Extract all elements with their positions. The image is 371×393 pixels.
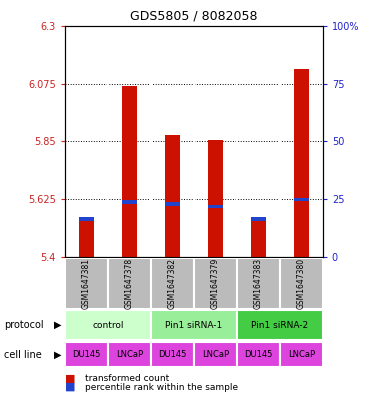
Text: LNCaP: LNCaP (116, 350, 143, 359)
Bar (151, 310, 237, 340)
Bar (194, 342, 237, 367)
Text: percentile rank within the sample: percentile rank within the sample (85, 383, 239, 391)
Text: DU145: DU145 (158, 350, 187, 359)
Bar (165, 202, 180, 206)
Text: DU145: DU145 (72, 350, 101, 359)
Text: ■: ■ (65, 373, 75, 384)
Bar (108, 342, 151, 367)
Bar (280, 342, 323, 367)
Bar (151, 258, 194, 309)
Text: Pin1 siRNA-1: Pin1 siRNA-1 (165, 321, 223, 330)
Bar (65, 258, 108, 309)
Title: GDS5805 / 8082058: GDS5805 / 8082058 (130, 10, 257, 23)
Text: GSM1647379: GSM1647379 (211, 258, 220, 309)
Bar (237, 258, 280, 309)
Text: ■: ■ (65, 382, 75, 392)
Bar (251, 220, 266, 257)
Text: protocol: protocol (4, 320, 43, 330)
Text: GSM1647378: GSM1647378 (125, 258, 134, 309)
Text: DU145: DU145 (244, 350, 272, 359)
Text: LNCaP: LNCaP (202, 350, 229, 359)
Bar (79, 220, 94, 257)
Bar (122, 86, 137, 257)
Text: GSM1647381: GSM1647381 (82, 258, 91, 309)
Bar (122, 200, 137, 204)
Text: transformed count: transformed count (85, 374, 170, 383)
Text: cell line: cell line (4, 350, 42, 360)
Bar (65, 310, 151, 340)
Bar (294, 69, 309, 257)
Bar (280, 258, 323, 309)
Bar (237, 342, 280, 367)
Text: GSM1647380: GSM1647380 (297, 258, 306, 309)
Bar (108, 258, 151, 309)
Bar (208, 205, 223, 208)
Bar (65, 342, 108, 367)
Text: ▶: ▶ (54, 350, 61, 360)
Bar (294, 198, 309, 201)
Text: LNCaP: LNCaP (288, 350, 315, 359)
Text: GSM1647383: GSM1647383 (254, 258, 263, 309)
Bar (79, 217, 94, 221)
Bar (251, 217, 266, 221)
Text: GSM1647382: GSM1647382 (168, 258, 177, 309)
Bar (151, 342, 194, 367)
Bar (237, 310, 323, 340)
Text: control: control (92, 321, 124, 330)
Bar (165, 135, 180, 257)
Text: Pin1 siRNA-2: Pin1 siRNA-2 (251, 321, 308, 330)
Bar (194, 258, 237, 309)
Text: ▶: ▶ (54, 320, 61, 330)
Bar (208, 140, 223, 257)
